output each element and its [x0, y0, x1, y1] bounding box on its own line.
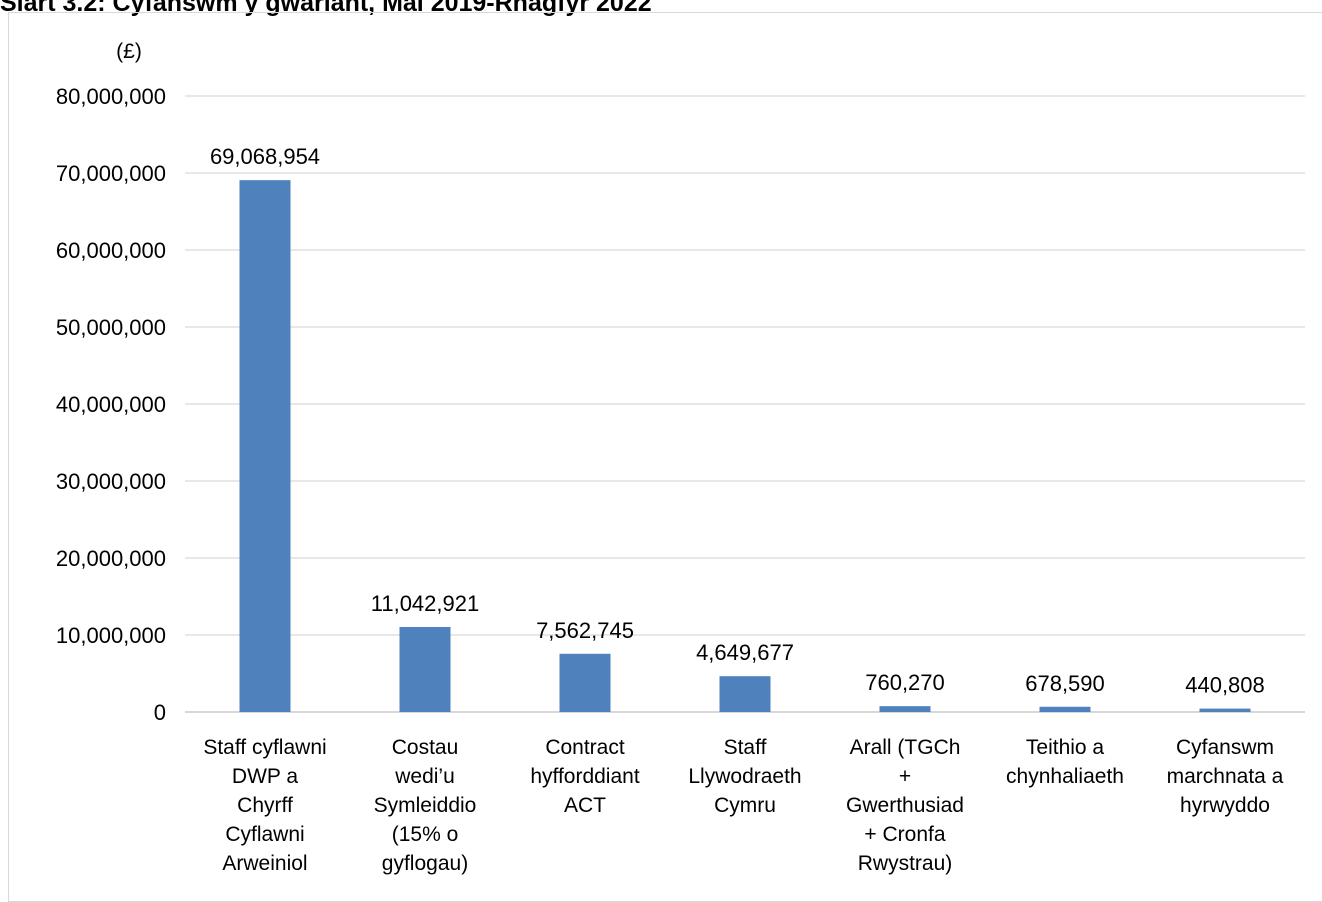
bar	[399, 626, 451, 712]
gridlines	[185, 95, 1305, 713]
category-label: Cyfanswm marchnata a hyrwyddo	[1167, 736, 1284, 817]
data-label: 440,808	[1185, 673, 1265, 698]
y-tick-label: 60,000,000	[56, 238, 166, 263]
data-label: 11,042,921	[371, 591, 479, 616]
y-tick-label: 50,000,000	[56, 315, 166, 340]
y-tick-label: 40,000,000	[56, 392, 166, 417]
data-label: 69,068,954	[210, 144, 320, 169]
y-tick-label: 70,000,000	[56, 161, 166, 186]
category-label: Contract hyfforddiant ACT	[530, 736, 640, 817]
y-tick-label: 20,000,000	[56, 546, 166, 571]
bar	[1039, 706, 1091, 712]
y-tick-label: 30,000,000	[56, 469, 166, 494]
y-tick-label: 0	[154, 700, 166, 725]
category-label: Staff cyflawni DWP a Chyrff Cyflawni Arweini…	[203, 736, 326, 875]
bar	[879, 706, 931, 712]
data-label: 4,649,677	[696, 640, 794, 665]
bar	[239, 180, 291, 712]
bar	[719, 676, 771, 712]
y-tick-label: 10,000,000	[56, 623, 166, 648]
data-label: 7,562,745	[536, 618, 634, 643]
category-labels: Staff cyflawni DWP a Chyrff Cyflawni Arweini…	[203, 736, 1283, 875]
y-tick-labels: 0 10,000,000 20,000,000 30,000,000 40,000,00…	[56, 84, 166, 725]
category-label: Costau wedi’u Symleiddio (15% o gyflogau)	[374, 736, 477, 875]
y-axis-unit-label: (£)	[116, 40, 142, 63]
y-tick-label: 80,000,000	[56, 84, 166, 109]
category-label: Teithio a chynhaliaeth	[1006, 736, 1124, 788]
data-labels: 69,068,954 11,042,921 7,562,745 4,649,677 76…	[210, 144, 1265, 697]
data-label: 760,270	[865, 670, 945, 695]
data-label: 678,590	[1025, 671, 1105, 696]
category-label: Arall (TGCh + Gwerthusiad + Cronfa Rwystrau)	[846, 736, 964, 875]
bar	[559, 653, 611, 712]
bar	[1199, 708, 1251, 712]
category-label: Staff Llywodraeth Cymru	[688, 736, 801, 817]
bars	[239, 180, 1251, 712]
